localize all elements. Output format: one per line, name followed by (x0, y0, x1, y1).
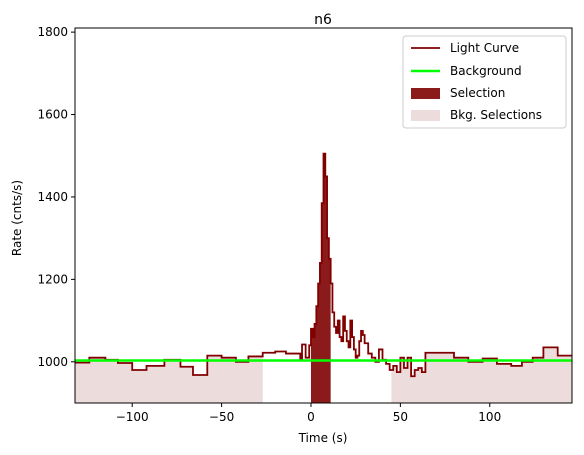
chart-title: n6 (314, 12, 332, 28)
x-tick-label: 50 (393, 410, 408, 424)
plot-area (75, 152, 572, 403)
light-curve-line (75, 152, 572, 378)
x-tick-label: −100 (116, 410, 149, 424)
y-tick-label: 1000 (37, 355, 68, 369)
legend-bkg-selections-label: Bkg. Selections (450, 108, 542, 122)
x-tick-label: −50 (209, 410, 234, 424)
bkg-selection-region-0 (75, 355, 263, 403)
axes-frame (74, 27, 573, 404)
y-tick-label: 1400 (37, 190, 68, 204)
plot-content (75, 152, 572, 403)
legend-light-curve-label: Light Curve (450, 41, 519, 55)
bkg-selection-region-1 (391, 347, 572, 403)
legend-box (402, 35, 567, 129)
legend-background-label: Background (450, 64, 522, 78)
legend: Light Curve Background Selection Bkg. Selec… (402, 35, 567, 129)
legend-selection-label: Selection (450, 86, 505, 100)
legend-bkg-selections-swatch (411, 110, 440, 121)
y-tick-label: 1200 (37, 272, 68, 286)
x-tick-label: 100 (478, 410, 501, 424)
legend-selection-swatch (411, 88, 440, 99)
y-axis-label: Rate (cnts/s) (10, 180, 24, 256)
y-tick-label: 1600 (37, 108, 68, 122)
axes: −100 −50 0 50 100 1000 1200 1400 1600 1800 (37, 25, 573, 424)
y-tick-label: 1800 (37, 25, 68, 39)
x-axis-label: Time (s) (298, 431, 348, 445)
x-tick-label: 0 (307, 410, 315, 424)
